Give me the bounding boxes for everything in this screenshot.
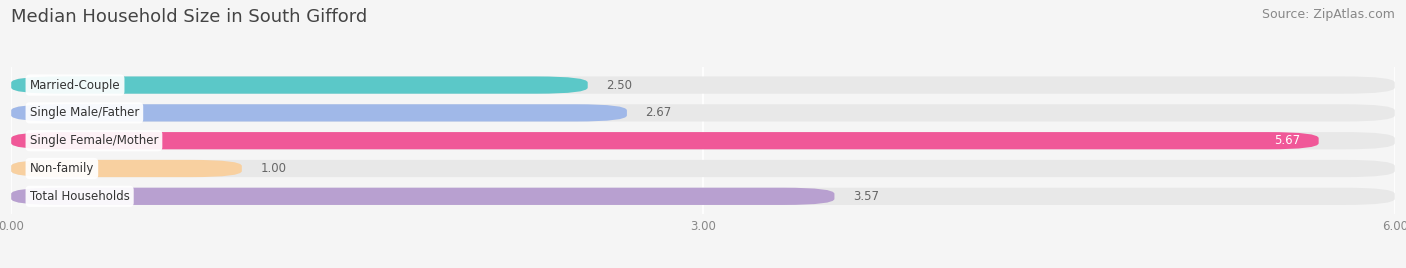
- FancyBboxPatch shape: [11, 76, 588, 94]
- Text: Median Household Size in South Gifford: Median Household Size in South Gifford: [11, 8, 367, 26]
- FancyBboxPatch shape: [11, 160, 242, 177]
- Text: 5.67: 5.67: [1274, 134, 1301, 147]
- Text: 2.67: 2.67: [645, 106, 672, 119]
- Text: Source: ZipAtlas.com: Source: ZipAtlas.com: [1261, 8, 1395, 21]
- Text: Single Female/Mother: Single Female/Mother: [30, 134, 159, 147]
- Text: 2.50: 2.50: [606, 79, 633, 92]
- FancyBboxPatch shape: [11, 104, 627, 121]
- Text: Single Male/Father: Single Male/Father: [30, 106, 139, 119]
- FancyBboxPatch shape: [11, 104, 1395, 121]
- FancyBboxPatch shape: [11, 76, 1395, 94]
- Text: Non-family: Non-family: [30, 162, 94, 175]
- FancyBboxPatch shape: [11, 160, 1395, 177]
- FancyBboxPatch shape: [11, 188, 1395, 205]
- Text: Total Households: Total Households: [30, 190, 129, 203]
- FancyBboxPatch shape: [11, 188, 834, 205]
- FancyBboxPatch shape: [11, 132, 1319, 149]
- FancyBboxPatch shape: [11, 132, 1395, 149]
- Text: 1.00: 1.00: [260, 162, 287, 175]
- Text: Married-Couple: Married-Couple: [30, 79, 121, 92]
- Text: 3.57: 3.57: [853, 190, 879, 203]
